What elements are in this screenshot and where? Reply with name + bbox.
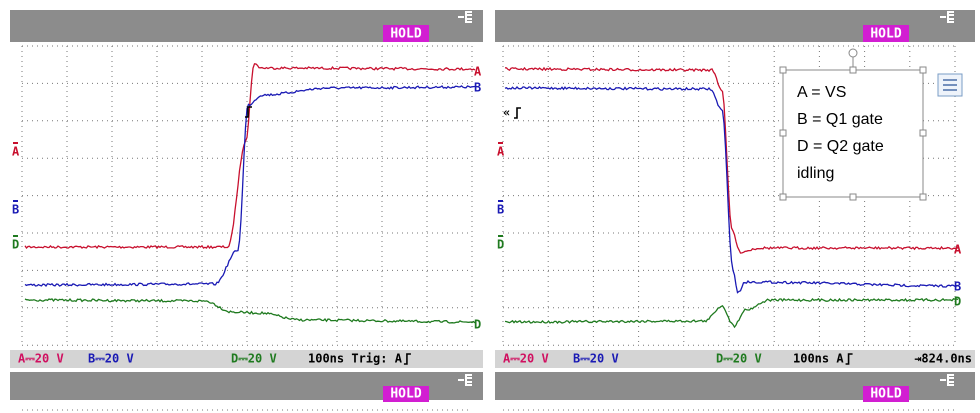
resize-handle	[919, 129, 927, 137]
hold-badge	[863, 386, 909, 402]
waveform	[504, 297, 959, 329]
trace-end-label: B	[474, 81, 481, 95]
rotate-handle	[848, 48, 858, 58]
legend-line: A = VS	[797, 84, 846, 101]
resize-handle	[779, 193, 787, 201]
waveform	[24, 297, 476, 324]
trace-end-label: A	[474, 65, 482, 79]
legend-box	[782, 69, 924, 198]
waveform	[24, 85, 476, 288]
status-offset: ⇥824.0ns	[914, 352, 972, 366]
status-b: B⎓20 V	[573, 352, 619, 366]
channel-marker: B	[497, 203, 504, 217]
trace-end-label: D	[474, 318, 481, 332]
channel-marker: D	[497, 238, 504, 252]
status-a: A⎓20 V	[503, 352, 549, 366]
plug-icon	[465, 374, 472, 386]
status-a: A⎓20 V	[18, 352, 64, 366]
plug-icon	[947, 11, 954, 23]
edge-icon	[514, 107, 521, 119]
edge-icon	[403, 353, 411, 365]
hold-badge	[863, 25, 909, 42]
waveform	[504, 86, 959, 294]
plug-icon	[947, 374, 954, 386]
channel-marker: A	[497, 145, 505, 159]
plug-icon	[465, 11, 472, 23]
resize-handle	[849, 66, 857, 74]
waveform	[504, 66, 959, 254]
hold-badge	[383, 386, 429, 402]
legend-line: D = Q2 gate	[797, 138, 884, 155]
waveform	[24, 63, 476, 250]
status-bar	[495, 350, 975, 368]
status-time: 100ns A	[793, 352, 844, 366]
edge-icon	[845, 353, 853, 365]
resize-handle	[779, 66, 787, 74]
resize-handle	[849, 193, 857, 201]
legend-line: idling	[797, 165, 834, 182]
resize-handle	[779, 129, 787, 137]
channel-marker: A	[12, 145, 20, 159]
resize-handle	[919, 193, 927, 201]
channel-marker: D	[12, 238, 19, 252]
hold-label: HOLD	[870, 387, 901, 402]
trigger-marker: «	[503, 106, 510, 120]
hold-label: HOLD	[390, 27, 421, 42]
trace-end-label: D	[954, 295, 961, 309]
layout-options-icon	[943, 79, 957, 91]
hold-badge	[383, 25, 429, 42]
resize-handle	[919, 66, 927, 74]
status-time: 100ns Trig: A	[308, 352, 403, 366]
hold-label: HOLD	[390, 387, 421, 402]
status-d: D⎓20 V	[716, 352, 762, 366]
status-bar	[10, 350, 483, 368]
status-b: B⎓20 V	[88, 352, 134, 366]
hold-label: HOLD	[870, 27, 901, 42]
channel-marker: B	[12, 203, 19, 217]
status-d: D⎓20 V	[231, 352, 277, 366]
trace-end-label: A	[954, 243, 962, 257]
edge-icon	[245, 106, 252, 118]
legend-line: B = Q1 gate	[797, 111, 883, 128]
trace-end-label: B	[954, 280, 961, 294]
